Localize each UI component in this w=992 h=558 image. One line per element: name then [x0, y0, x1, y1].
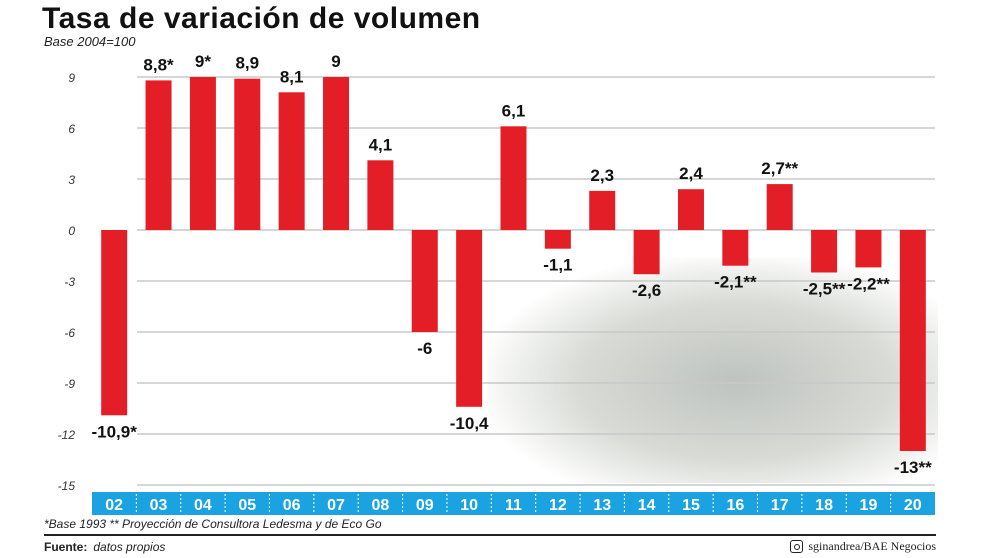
bar	[589, 190, 616, 230]
data-label: 2,3	[590, 166, 614, 185]
bar	[278, 92, 305, 230]
data-label: 2,4	[679, 164, 703, 183]
credit: sginandrea/BAE Negocios	[790, 539, 936, 554]
data-label: -10,9*	[91, 422, 137, 441]
instagram-icon	[790, 540, 804, 553]
data-label: -1,1	[543, 256, 572, 275]
x-tick-label: 03	[150, 497, 168, 514]
x-tick-label: 02	[105, 497, 123, 514]
x-axis-band	[92, 492, 935, 515]
data-label: 9	[331, 52, 340, 71]
bar	[899, 230, 926, 451]
data-label: 8,1	[280, 67, 304, 86]
data-label: -2,1**	[714, 273, 757, 292]
bar	[456, 230, 483, 407]
credit-text: sginandrea/BAE Negocios	[808, 539, 936, 553]
source: Fuente: datos propios	[44, 540, 165, 554]
x-tick-label: 10	[460, 497, 478, 514]
bar	[722, 230, 749, 266]
bar	[766, 184, 793, 230]
bar	[811, 230, 838, 273]
data-label: -13**	[894, 458, 932, 477]
x-tick-label: 04	[194, 497, 212, 514]
bar	[500, 126, 527, 230]
x-tick-label: 15	[682, 497, 700, 514]
x-tick-label: 12	[549, 497, 567, 514]
bar	[145, 80, 172, 231]
bar	[633, 230, 660, 275]
data-label: -2,2**	[847, 274, 890, 293]
y-tick-label: -6	[64, 326, 75, 340]
x-tick-label: 19	[860, 497, 878, 514]
x-tick-label: 09	[416, 497, 434, 514]
y-tick-label: -3	[64, 275, 75, 289]
bar	[234, 78, 261, 230]
x-tick-label: 05	[238, 497, 256, 514]
x-tick-label: 20	[904, 497, 922, 514]
source-value: datos propios	[93, 540, 166, 554]
data-label: 8,8*	[143, 55, 174, 74]
y-tick-label: -15	[58, 479, 76, 493]
x-tick-label: 07	[327, 497, 345, 514]
chart-subtitle: Base 2004=100	[44, 34, 136, 49]
x-tick-label: 06	[283, 497, 301, 514]
x-tick-label: 17	[771, 497, 789, 514]
bar	[323, 77, 350, 230]
x-tick-label: 18	[815, 497, 833, 514]
bar	[677, 189, 704, 230]
divider	[44, 534, 936, 536]
y-tick-label: 0	[68, 224, 75, 238]
data-label: 2,7**	[761, 159, 798, 178]
x-tick-label: 14	[638, 497, 656, 514]
data-label: 6,1	[502, 101, 526, 120]
x-tick-label: 11	[505, 497, 522, 514]
bar	[189, 77, 216, 230]
bar	[367, 160, 394, 230]
data-label: 4,1	[369, 135, 393, 154]
x-tick-label: 08	[371, 497, 389, 514]
x-tick-label: 16	[726, 497, 744, 514]
chart-title: Tasa de variación de volumen	[42, 2, 481, 35]
y-tick-label: 6	[68, 122, 75, 136]
y-tick-label: -9	[64, 377, 75, 391]
data-label: 9*	[195, 52, 211, 71]
data-label: -6	[417, 339, 432, 358]
bar	[855, 230, 882, 268]
data-label: 8,9	[235, 54, 259, 73]
bar	[544, 230, 571, 249]
data-label: -2,5**	[803, 280, 846, 299]
data-label: -10,4	[450, 414, 489, 433]
source-label: Fuente:	[44, 540, 88, 554]
x-tick-label: 13	[593, 497, 611, 514]
data-label: -2,6	[632, 281, 661, 300]
footnote: *Base 1993 ** Proyección de Consultora L…	[44, 517, 382, 531]
bar	[101, 230, 128, 416]
y-tick-label: 3	[68, 173, 75, 187]
y-tick-label: 9	[68, 71, 75, 85]
bar	[411, 230, 438, 332]
background-photo	[488, 258, 938, 483]
y-tick-label: -12	[58, 428, 76, 442]
